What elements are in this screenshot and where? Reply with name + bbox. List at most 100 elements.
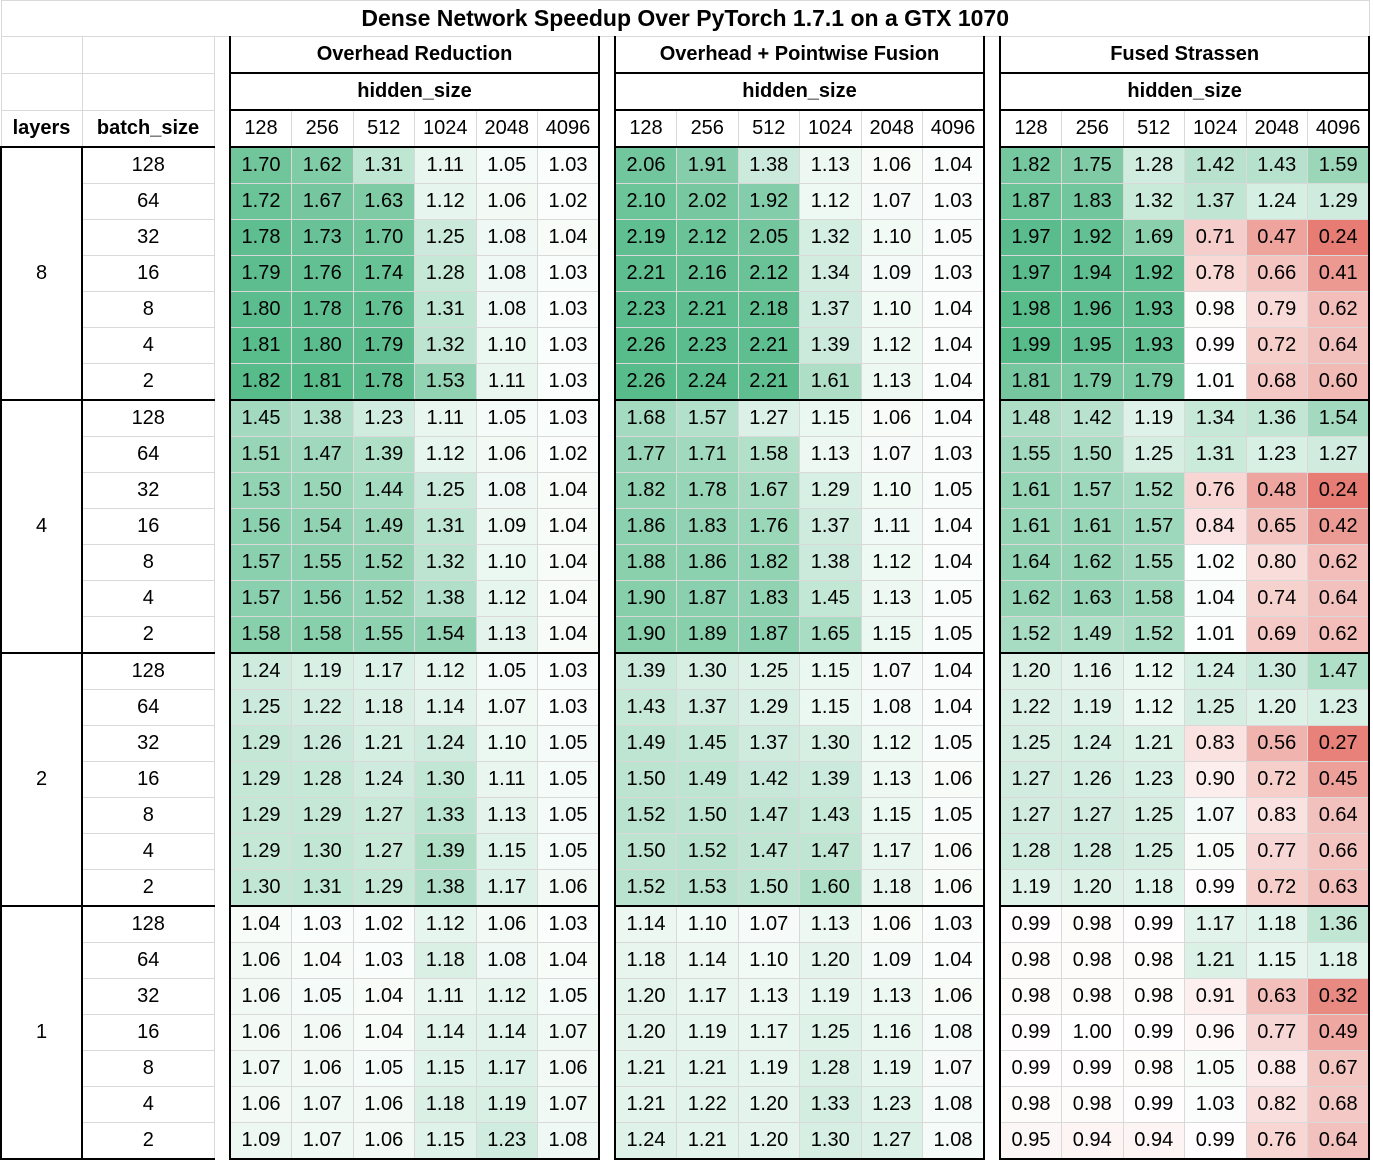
speedup-cell: 1.18: [1245, 905, 1308, 943]
group-separator: [213, 72, 231, 111]
speedup-cell: 1.29: [229, 797, 292, 834]
speedup-cell: 1.74: [352, 255, 415, 292]
hidden-size-tick: 512: [1122, 109, 1185, 148]
speedup-cell: 1.83: [737, 580, 800, 617]
speedup-cell: 1.57: [1061, 472, 1124, 509]
speedup-cell: 1.92: [737, 183, 800, 220]
speedup-cell: 0.77: [1245, 833, 1308, 870]
speedup-cell: 2.21: [737, 327, 800, 364]
speedup-cell: 1.31: [291, 869, 354, 907]
group-separator: [598, 1050, 616, 1087]
speedup-cell: 2.06: [614, 146, 677, 184]
speedup-cell: 1.03: [537, 291, 600, 328]
batch-size-header: batch_size: [81, 109, 215, 148]
speedup-cell: 1.98: [999, 291, 1062, 328]
group-separator: [213, 580, 231, 617]
speedup-cell: 1.38: [291, 399, 354, 437]
speedup-cell: 1.21: [676, 1122, 739, 1160]
speedup-cell: 1.79: [1061, 363, 1124, 401]
speedup-cell: 1.06: [229, 1014, 292, 1051]
group-separator: [598, 1014, 616, 1051]
speedup-cell: 1.04: [537, 544, 600, 581]
group-separator: [598, 146, 616, 184]
group-separator: [598, 978, 616, 1015]
speedup-cell: 1.28: [999, 833, 1062, 870]
speedup-cell: 0.62: [1307, 616, 1371, 654]
group-separator: [983, 761, 1001, 798]
speedup-cell: 1.61: [999, 508, 1062, 545]
speedup-cell: 0.74: [1245, 580, 1308, 617]
speedup-cell: 1.20: [1061, 869, 1124, 907]
speedup-cell: 1.03: [537, 689, 600, 726]
speedup-cell: 0.65: [1245, 508, 1308, 545]
speedup-cell: 1.37: [1184, 183, 1247, 220]
group-title: Overhead Reduction: [229, 36, 600, 74]
corner-blank: [0, 36, 83, 74]
speedup-cell: 1.12: [799, 183, 862, 220]
speedup-cell: 2.02: [676, 183, 739, 220]
speedup-cell: 1.18: [614, 942, 677, 979]
speedup-cell: 0.88: [1245, 1050, 1308, 1087]
speedup-cell: 1.08: [860, 689, 923, 726]
speedup-cell: 1.19: [291, 652, 354, 690]
speedup-cell: 1.86: [614, 508, 677, 545]
group-separator: [598, 761, 616, 798]
group-separator: [598, 399, 616, 437]
batch-size-value: 64: [81, 942, 215, 979]
group-separator: [598, 327, 616, 364]
speedup-cell: 1.42: [1061, 399, 1124, 437]
speedup-cell: 1.36: [1307, 905, 1371, 943]
speedup-cell: 1.78: [676, 472, 739, 509]
speedup-cell: 1.31: [1184, 436, 1247, 473]
group-separator: [983, 36, 1001, 74]
batch-size-value: 4: [81, 327, 215, 364]
speedup-cell: 0.69: [1245, 616, 1308, 654]
group-separator: [213, 1050, 231, 1087]
speedup-cell: 1.10: [475, 725, 538, 762]
batch-size-value: 2: [81, 869, 215, 907]
group-separator: [213, 327, 231, 364]
hidden-size-tick: 512: [737, 109, 800, 148]
speedup-cell: 1.06: [922, 761, 985, 798]
hidden-size-tick: 4096: [922, 109, 985, 148]
group-separator: [983, 978, 1001, 1015]
group-separator: [598, 580, 616, 617]
speedup-cell: 1.78: [229, 219, 292, 256]
speedup-cell: 1.26: [1061, 761, 1124, 798]
speedup-cell: 1.80: [291, 327, 354, 364]
speedup-cell: 1.12: [414, 436, 477, 473]
layers-value: 1: [0, 905, 83, 1160]
speedup-cell: 1.63: [1061, 580, 1124, 617]
speedup-cell: 2.26: [614, 327, 677, 364]
speedup-cell: 1.06: [352, 1122, 415, 1160]
batch-size-value: 4: [81, 1086, 215, 1123]
speedup-cell: 1.95: [1061, 327, 1124, 364]
speedup-cell: 2.24: [676, 363, 739, 401]
speedup-cell: 1.30: [676, 652, 739, 690]
group-separator: [598, 905, 616, 943]
group-separator: [983, 436, 1001, 473]
speedup-cell: 1.10: [475, 327, 538, 364]
speedup-cell: 1.07: [291, 1086, 354, 1123]
speedup-cell: 1.31: [352, 146, 415, 184]
speedup-cell: 1.07: [860, 183, 923, 220]
speedup-cell: 1.25: [999, 725, 1062, 762]
speedup-cell: 0.83: [1245, 797, 1308, 834]
speedup-cell: 1.57: [1122, 508, 1185, 545]
speedup-cell: 1.42: [1184, 146, 1247, 184]
speedup-cell: 1.04: [922, 291, 985, 328]
speedup-cell: 1.33: [414, 797, 477, 834]
speedup-cell: 1.67: [737, 472, 800, 509]
group-separator: [983, 327, 1001, 364]
speedup-cell: 1.42: [737, 761, 800, 798]
speedup-cell: 1.17: [1184, 905, 1247, 943]
speedup-cell: 1.11: [860, 508, 923, 545]
speedup-cell: 1.13: [475, 616, 538, 654]
speedup-cell: 1.05: [537, 761, 600, 798]
speedup-cell: 1.23: [1307, 689, 1371, 726]
speedup-cell: 0.77: [1245, 1014, 1308, 1051]
speedup-cell: 1.12: [860, 725, 923, 762]
speedup-cell: 1.08: [475, 255, 538, 292]
speedup-cell: 0.78: [1184, 255, 1247, 292]
speedup-cell: 0.99: [1122, 1014, 1185, 1051]
